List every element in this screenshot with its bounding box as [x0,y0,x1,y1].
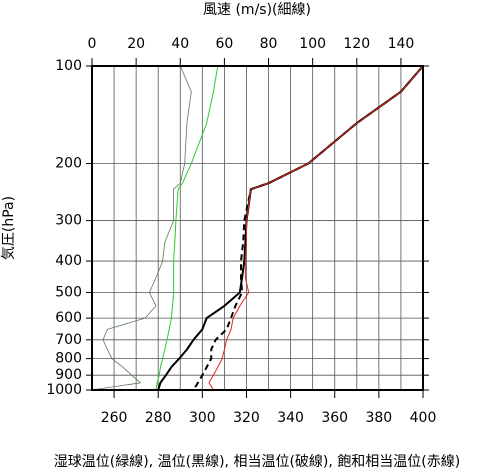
series-line [155,65,219,391]
y-tick-label: 500 [55,284,82,300]
x-tick-label: 280 [145,410,172,426]
y-tick-label: 900 [55,367,82,383]
x-tick-label: 380 [365,410,392,426]
x2-tick-label: 140 [388,36,415,52]
x-tick-label: 340 [277,410,304,426]
y-tick-label: 200 [55,156,82,172]
y-tick-label: 100 [55,58,82,74]
x2-tick-label: 60 [215,36,233,52]
x-tick-label: 300 [189,410,216,426]
y-tick-label: 800 [55,351,82,367]
series-line [208,65,424,391]
y-tick-label: 1000 [46,382,82,398]
plot-frame [91,65,424,391]
series-line [91,65,192,391]
caption: 湿球温位(緑線), 温位(黒線), 相当温位(破線), 飽和相当温位(赤線) [54,453,460,470]
y-tick-label: 400 [55,253,82,269]
series-line [192,65,424,391]
x-tick-label: 320 [233,410,260,426]
y-tick-label: 300 [55,213,82,229]
x2-tick-label: 120 [343,36,370,52]
x2-tick-label: 0 [88,36,97,52]
chart-title: 風速 (m/s)(細線) [203,2,311,18]
x-tick-label: 260 [101,410,128,426]
x2-tick-label: 40 [171,36,189,52]
x2-tick-label: 80 [260,36,278,52]
y-axis-label: 気圧(hPa) [1,196,17,260]
x-tick-label: 360 [321,410,348,426]
x2-tick-label: 100 [299,36,326,52]
x-tick-label: 400 [410,410,437,426]
y-tick-label: 600 [55,310,82,326]
y-tick-label: 700 [55,332,82,348]
x2-tick-label: 20 [127,36,145,52]
